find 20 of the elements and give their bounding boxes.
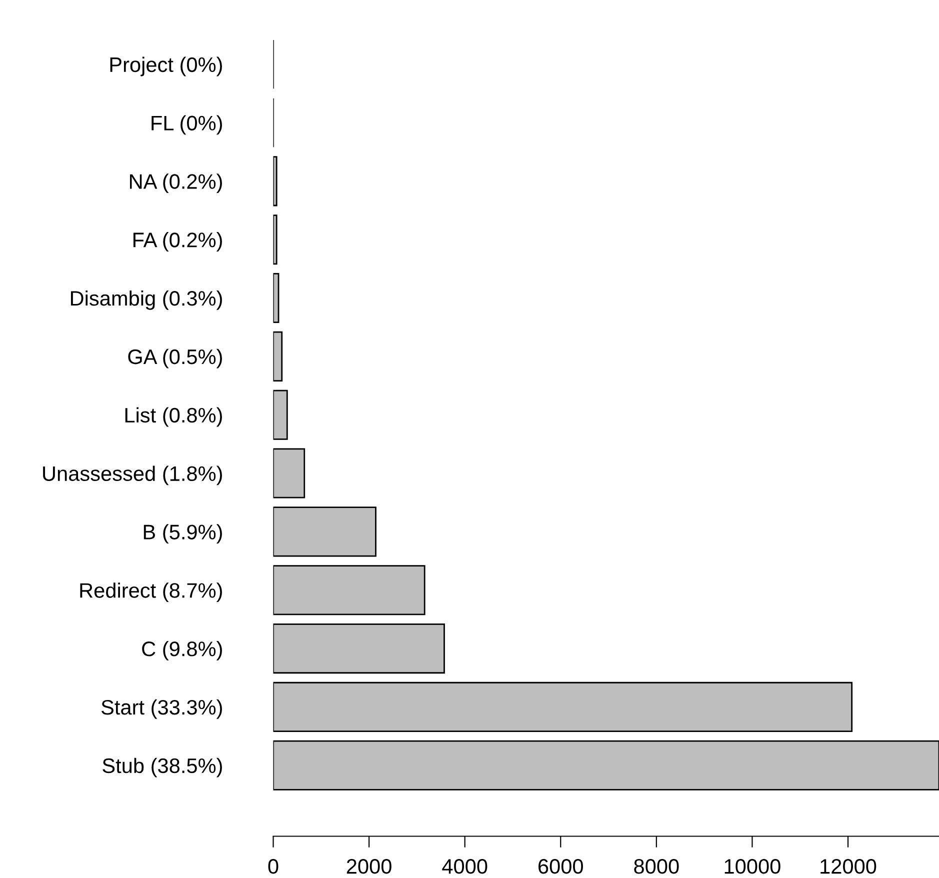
y-tick-label: Project (0%) (110, 56, 222, 76)
x-tick-label: 10000 (724, 859, 780, 874)
y-tick-label: List (0.8%) (125, 407, 222, 427)
y-tick-label: NA (0.2%) (130, 174, 222, 194)
y-tick-label: FA (0.2%) (133, 232, 222, 252)
x-tick-label: 0 (268, 859, 278, 874)
y-tick-label: Redirect (8.7%) (80, 582, 222, 602)
y-tick-label: Stub (38.5%) (102, 758, 222, 778)
x-tick-label: 12000 (820, 859, 876, 874)
y-tick-label: B (5.9%) (144, 524, 222, 544)
x-tick-label: 6000 (538, 859, 583, 874)
y-tick-label: GA (0.5%) (128, 348, 222, 368)
x-tick-label: 4000 (442, 859, 488, 874)
y-tick-label: C (9.8%) (142, 640, 222, 660)
y-tick-label: Disambig (0.3%) (70, 290, 222, 310)
y-tick-label: Start (33.3%) (101, 699, 222, 719)
y-tick-label: Unassessed (1.8%) (43, 466, 222, 486)
x-tick-label: 2000 (346, 859, 392, 874)
x-tick-label: 8000 (634, 859, 679, 874)
y-tick-label: FL (0%) (152, 115, 222, 135)
